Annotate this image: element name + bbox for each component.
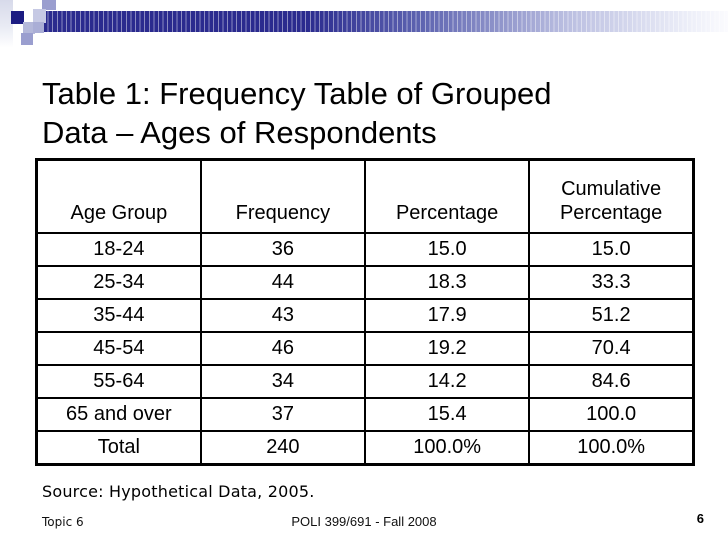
table-cell: 44 [199,265,367,300]
table-cell: 45-54 [35,331,202,366]
header-gradient-bar [44,11,728,32]
table-cell: 100.0 [528,397,695,432]
table-cell: 36 [199,232,367,267]
frequency-table-head-row: Age Group Frequency Percentage Cumulative P… [35,158,695,234]
decor-square [21,33,33,45]
table-row: 25-34 44 18.3 33.3 [35,265,695,300]
table-row: 45-54 46 19.2 70.4 [35,331,695,366]
table-cell: 100.0% [363,430,531,465]
header-decoration [0,0,728,50]
page-number: 6 [696,511,704,526]
table-cell: 43 [199,298,367,333]
left-gradient-strip [0,0,13,48]
table-cell: 18-24 [35,232,202,267]
table-cell: 15.0 [363,232,531,267]
table-cell: 55-64 [35,364,202,399]
frequency-table-container: Age Group Frequency Percentage Cumulative P… [35,158,695,466]
table-cell: 33.3 [528,265,695,300]
table-cell: 19.2 [363,331,531,366]
decor-square [23,22,35,34]
table-cell: 34 [199,364,367,399]
table-cell: 240 [199,430,367,465]
footer-topic: Topic 6 [42,515,84,529]
slide-title-line2: Data – Ages of Respondents [42,114,437,150]
table-cell: 51.2 [528,298,695,333]
table-cell: 46 [199,331,367,366]
source-note: Source: Hypothetical Data, 2005. [42,482,315,501]
table-row: Total 240 100.0% 100.0% [35,430,695,465]
table-row: 65 and over 37 15.4 100.0 [35,397,695,432]
footer-course-name: POLI 399/691 - Fall 2008 [291,514,437,529]
table-cell: 15.4 [363,397,531,432]
decor-square [11,11,24,24]
decor-square [33,9,46,23]
table-cell: 35-44 [35,298,202,333]
table-cell: 17.9 [363,298,531,333]
table-cell: 37 [199,397,367,432]
column-header: Age Group [35,158,202,234]
frequency-table: Age Group Frequency Percentage Cumulative P… [35,158,695,466]
table-cell: 25-34 [35,265,202,300]
table-cell: 15.0 [528,232,695,267]
table-row: 35-44 43 17.9 51.2 [35,298,695,333]
decor-square [33,22,44,33]
table-cell: 18.3 [363,265,531,300]
table-cell: 84.6 [528,364,695,399]
column-header: Percentage [363,158,531,234]
table-cell: Total [35,430,202,465]
slide-title: Table 1: Frequency Table of Grouped Data… [42,74,704,152]
table-cell: 70.4 [528,331,695,366]
table-cell: 14.2 [363,364,531,399]
decor-square [42,0,56,10]
column-header: Cumulative Percentage [528,158,695,234]
table-row: 18-24 36 15.0 15.0 [35,232,695,267]
table-row: 55-64 34 14.2 84.6 [35,364,695,399]
column-header: Frequency [199,158,367,234]
frequency-table-body: 18-24 36 15.0 15.0 25-34 44 18.3 33.3 35-44 43 17.… [35,232,695,465]
table-cell: 65 and over [35,397,202,432]
slide-title-line1: Table 1: Frequency Table of Grouped [42,75,552,111]
table-cell: 100.0% [528,430,695,465]
